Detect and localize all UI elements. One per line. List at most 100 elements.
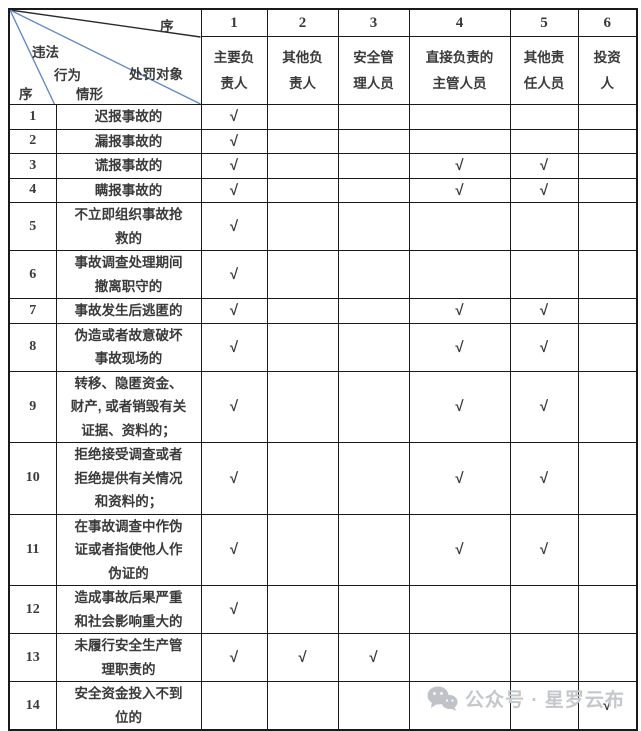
violation-text-cell: 伪造或者故意破坏 事故现场的 <box>55 322 202 372</box>
check-cell-checked: √ <box>408 370 511 443</box>
check-cell-empty <box>408 202 511 251</box>
column-index-row: 序 处罚对象 违法 行为 情形 序 1 2 3 4 5 6 <box>8 8 638 105</box>
check-cell-checked: √ <box>509 513 579 586</box>
violation-text-cell: 造成事故后果严重 和社会影响重大的 <box>55 585 202 634</box>
violation-text-cell: 瞒报事故的 <box>55 177 202 203</box>
violation-text-cell: 转移、隐匿资金、 财产, 或者销毁有关 证据、资料的； <box>55 370 202 443</box>
row-number-cell: 6 <box>8 250 57 299</box>
check-cell-checked: √ <box>337 633 410 682</box>
check-cell-empty <box>266 177 339 203</box>
check-cell-checked: √ <box>509 298 579 324</box>
punishment-matrix-table: 序 处罚对象 违法 行为 情形 序 1 2 3 4 5 6 主要负 责人 其他负… <box>8 8 638 731</box>
table-row: 10 拒绝接受调查或者 拒绝提供有关情况 和资料的； √ √ √ <box>8 442 638 515</box>
check-cell-empty <box>509 104 579 130</box>
diagonal-header-box: 序 处罚对象 违法 行为 情形 序 <box>10 10 200 104</box>
column-index-6: 6 <box>577 8 638 38</box>
check-cell-checked: √ <box>408 322 511 372</box>
check-cell-empty <box>408 681 511 731</box>
check-cell-checked: √ <box>408 177 511 203</box>
column-header-main-responsible: 主要负 责人 <box>200 36 268 105</box>
check-cell-empty <box>509 681 579 731</box>
table-row: 5 不立即组织事故抢 救的 √ <box>8 202 638 251</box>
check-cell-empty <box>266 513 339 586</box>
check-cell-empty <box>266 250 339 299</box>
check-cell-checked: √ <box>408 153 511 179</box>
check-cell-checked: √ <box>200 633 268 682</box>
violation-text-cell: 迟报事故的 <box>55 104 202 130</box>
table-row: 3 谎报事故的 √ √ √ <box>8 153 638 179</box>
diagonal-lines <box>10 10 200 104</box>
check-cell-empty <box>577 298 638 324</box>
check-cell-empty <box>577 104 638 130</box>
column-header-direct-supervisor: 直接负责的 主管人员 <box>408 36 511 105</box>
check-cell-checked: √ <box>200 177 268 203</box>
violation-text-cell: 不立即组织事故抢 救的 <box>55 202 202 251</box>
violation-text-cell: 谎报事故的 <box>55 153 202 179</box>
row-axis-label: 序 <box>19 87 33 102</box>
row-number-cell: 14 <box>8 681 57 731</box>
table-row: 14 安全资金投入不到 位的 √ <box>8 681 638 731</box>
check-cell-checked: √ <box>200 104 268 130</box>
check-cell-empty <box>266 681 339 731</box>
check-cell-empty <box>266 128 339 154</box>
column-name-row: 主要负 责人 其他负 责人 安全管 理人员 直接负责的 主管人员 其他责 任人员… <box>9 36 638 105</box>
violation-text-cell: 事故发生后逃匿的 <box>55 298 202 324</box>
violation-text-cell: 安全资金投入不到 位的 <box>55 681 202 731</box>
row-number-cell: 5 <box>8 202 57 251</box>
check-cell-empty <box>337 370 410 443</box>
row-number-cell: 4 <box>8 177 57 203</box>
check-cell-empty <box>266 370 339 443</box>
check-cell-empty <box>266 298 339 324</box>
check-cell-checked: √ <box>408 513 511 586</box>
punish-target-label: 处罚对象 <box>129 67 183 82</box>
violation-text-cell: 拒绝接受调查或者 拒绝提供有关情况 和资料的； <box>55 442 202 515</box>
row-number-cell: 9 <box>8 370 57 443</box>
check-cell-empty <box>577 585 638 634</box>
violation-label-line3: 情形 <box>76 87 103 102</box>
check-cell-empty <box>408 128 511 154</box>
table-row: 9 转移、隐匿资金、 财产, 或者销毁有关 证据、资料的； √ √ √ <box>8 370 638 443</box>
violation-text-cell: 在事故调查中作伪 证或者指使他人作 伪证的 <box>55 513 202 586</box>
row-number-cell: 10 <box>8 442 57 515</box>
row-number-cell: 11 <box>8 513 57 586</box>
check-cell-empty <box>577 128 638 154</box>
column-index-3: 3 <box>337 8 410 38</box>
check-cell-empty <box>408 633 511 682</box>
check-cell-empty <box>509 633 579 682</box>
check-cell-empty <box>577 202 638 251</box>
check-cell-empty <box>509 250 579 299</box>
violation-rows: 1 迟报事故的 √ 2 漏报事故的 √ 3 谎报事故的 √ √ √ 4 瞒报事故的 √ √ √ 5 不立即组织事故… <box>8 104 638 731</box>
check-cell-checked: √ <box>509 370 579 443</box>
check-cell-empty <box>337 513 410 586</box>
check-cell-empty <box>337 128 410 154</box>
check-cell-checked: √ <box>200 513 268 586</box>
check-cell-empty <box>577 250 638 299</box>
row-number-cell: 8 <box>8 322 57 372</box>
violation-text-cell: 漏报事故的 <box>55 128 202 154</box>
table-row: 8 伪造或者故意破坏 事故现场的 √ √ √ <box>8 322 638 372</box>
column-header-other-liable: 其他责 任人员 <box>509 36 579 105</box>
check-cell-empty <box>337 250 410 299</box>
check-cell-checked: √ <box>200 298 268 324</box>
row-number-cell: 1 <box>8 104 57 130</box>
table-row: 1 迟报事故的 √ <box>8 104 638 130</box>
check-cell-empty <box>337 298 410 324</box>
row-number-cell: 2 <box>8 128 57 154</box>
check-cell-empty <box>337 585 410 634</box>
check-cell-empty <box>577 370 638 443</box>
check-cell-empty <box>337 442 410 515</box>
check-cell-empty <box>337 322 410 372</box>
column-header-other-responsible: 其他负 责人 <box>266 36 339 105</box>
diagonal-header-cell: 序 处罚对象 违法 行为 情形 序 <box>8 8 202 105</box>
table-row: 7 事故发生后逃匿的 √ √ √ <box>8 298 638 324</box>
check-cell-checked: √ <box>509 442 579 515</box>
check-cell-empty <box>577 633 638 682</box>
check-cell-empty <box>577 322 638 372</box>
check-cell-checked: √ <box>200 153 268 179</box>
table-row: 13 未履行安全生产管 理职责的 √ √ √ <box>8 633 638 682</box>
check-cell-empty <box>577 513 638 586</box>
check-cell-empty <box>337 177 410 203</box>
check-cell-empty <box>266 585 339 634</box>
check-cell-empty <box>509 128 579 154</box>
column-header-safety-manager: 安全管 理人员 <box>337 36 410 105</box>
